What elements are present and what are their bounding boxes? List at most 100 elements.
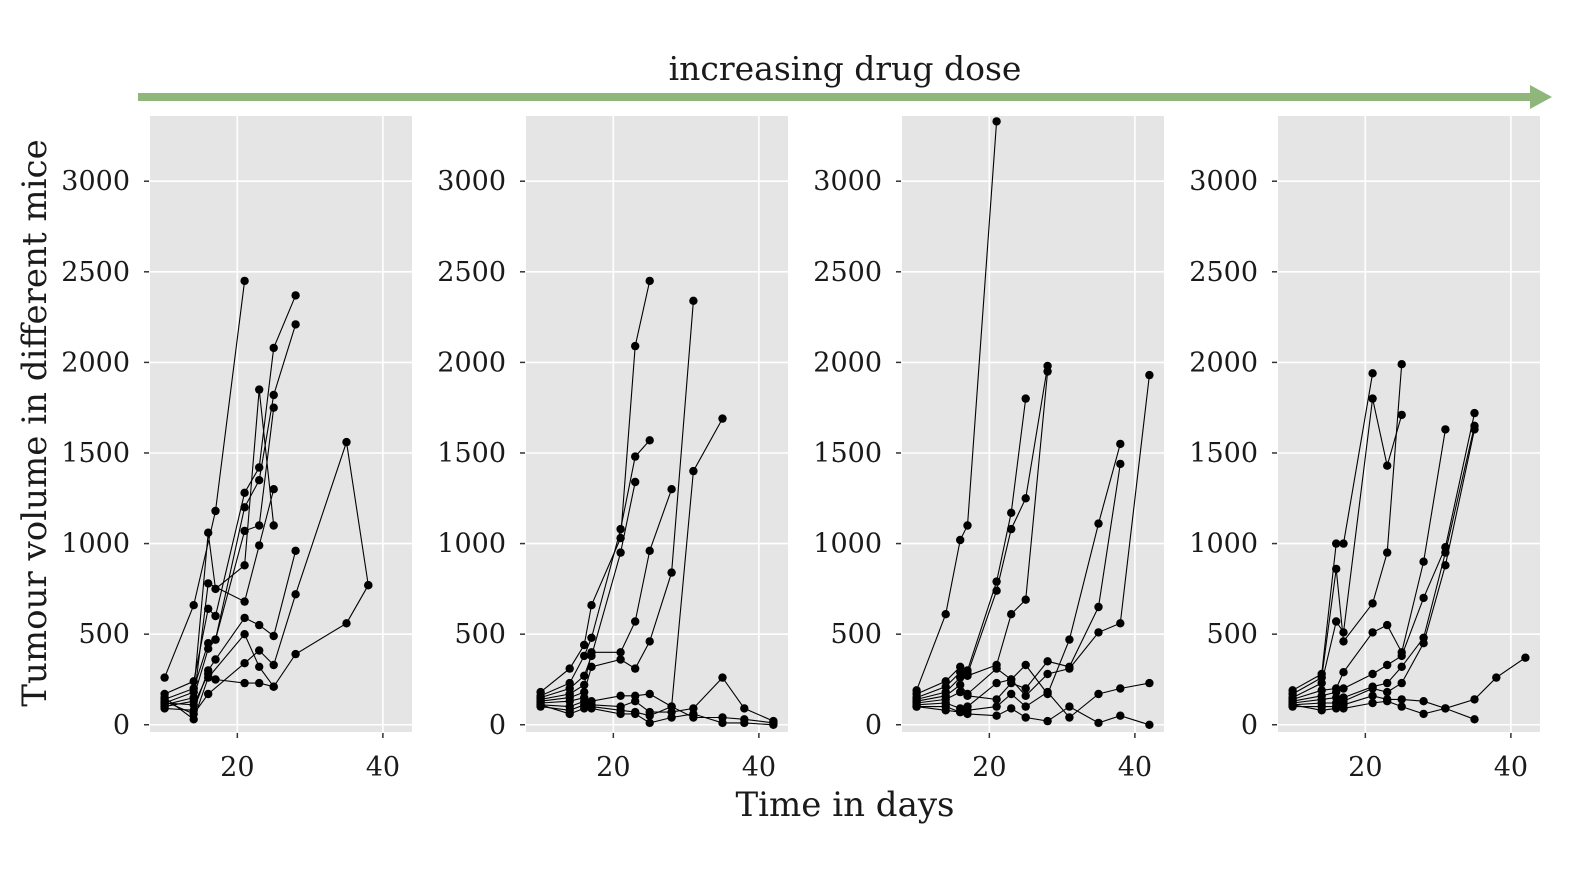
data-point bbox=[1332, 704, 1341, 713]
data-point bbox=[631, 664, 640, 673]
data-point bbox=[718, 673, 727, 682]
data-point bbox=[1492, 673, 1501, 682]
y-tick-label: 500 bbox=[454, 619, 506, 650]
data-point bbox=[1065, 713, 1074, 722]
y-tick-label: 3000 bbox=[61, 166, 130, 197]
x-tick-label: 20 bbox=[596, 752, 630, 783]
y-tick-label: 2500 bbox=[61, 257, 130, 288]
y-tick-label: 2000 bbox=[1189, 347, 1258, 378]
y-tick-label: 2500 bbox=[437, 257, 506, 288]
data-point bbox=[1397, 651, 1406, 661]
data-point bbox=[587, 704, 596, 713]
data-point bbox=[645, 711, 654, 720]
data-point bbox=[1043, 716, 1052, 726]
data-point bbox=[1383, 687, 1392, 697]
data-point bbox=[631, 697, 640, 706]
data-point bbox=[941, 610, 950, 619]
data-point bbox=[1383, 620, 1392, 630]
data-point bbox=[1332, 617, 1341, 626]
data-point bbox=[364, 581, 373, 590]
y-tick-label: 3000 bbox=[813, 166, 882, 197]
data-point bbox=[189, 700, 198, 709]
y-tick-label: 500 bbox=[1206, 619, 1258, 650]
data-point bbox=[1419, 557, 1428, 566]
x-tick-label: 40 bbox=[366, 752, 400, 783]
data-point bbox=[269, 485, 278, 494]
data-point bbox=[616, 709, 625, 719]
data-point bbox=[689, 466, 698, 476]
data-point bbox=[189, 601, 198, 610]
data-point bbox=[992, 664, 1001, 673]
data-point bbox=[211, 611, 220, 621]
data-point bbox=[1043, 687, 1052, 697]
data-point bbox=[269, 682, 278, 691]
data-point bbox=[1007, 508, 1016, 517]
data-point bbox=[992, 695, 1001, 704]
data-point bbox=[740, 704, 749, 713]
data-point bbox=[1021, 595, 1030, 604]
data-point bbox=[1021, 713, 1030, 722]
panel-background bbox=[150, 116, 412, 732]
data-point bbox=[1368, 394, 1377, 403]
data-point bbox=[1419, 593, 1428, 603]
data-point bbox=[204, 689, 213, 699]
data-point bbox=[1145, 678, 1154, 688]
data-point bbox=[941, 706, 950, 715]
data-point bbox=[956, 673, 965, 682]
y-tick-label: 2500 bbox=[813, 257, 882, 288]
data-point bbox=[689, 709, 698, 719]
data-point bbox=[645, 546, 654, 555]
data-point bbox=[580, 704, 589, 713]
data-point bbox=[255, 678, 264, 688]
data-point bbox=[255, 476, 264, 485]
data-point bbox=[240, 597, 249, 606]
data-point bbox=[587, 633, 596, 642]
y-tick-label: 1500 bbox=[813, 438, 882, 469]
data-point bbox=[255, 521, 264, 530]
series-line-5 bbox=[1292, 412, 1476, 702]
data-point bbox=[1007, 610, 1016, 619]
y-tick-label: 1000 bbox=[1189, 529, 1258, 560]
data-point bbox=[1021, 691, 1030, 700]
data-point bbox=[1007, 524, 1016, 534]
data-point bbox=[631, 477, 640, 487]
data-point bbox=[342, 619, 351, 628]
data-point bbox=[255, 541, 264, 550]
data-point bbox=[1145, 370, 1154, 380]
y-tick-label: 1000 bbox=[813, 529, 882, 560]
data-point bbox=[645, 689, 654, 699]
data-point bbox=[587, 662, 596, 671]
data-point bbox=[1470, 425, 1479, 434]
data-point bbox=[1397, 410, 1406, 420]
data-point bbox=[255, 385, 264, 394]
x-axis-title: Time in days bbox=[736, 785, 955, 825]
data-point bbox=[1397, 360, 1406, 369]
data-point bbox=[291, 320, 300, 329]
data-point bbox=[1339, 684, 1348, 693]
data-point bbox=[963, 709, 972, 719]
y-tick-label: 3000 bbox=[437, 166, 506, 197]
panel-background bbox=[526, 116, 788, 732]
data-point bbox=[631, 341, 640, 351]
data-point bbox=[1021, 394, 1030, 403]
data-point bbox=[240, 678, 249, 688]
data-point bbox=[269, 660, 278, 670]
data-point bbox=[667, 702, 676, 711]
data-point bbox=[587, 648, 596, 657]
data-point bbox=[631, 452, 640, 461]
data-point bbox=[211, 584, 220, 594]
data-point bbox=[1116, 459, 1125, 469]
y-tick-label: 1500 bbox=[1189, 438, 1258, 469]
data-point bbox=[240, 561, 249, 570]
panel-1: 0 500 1000 1500 2000 2500 3000 20 40 bbox=[61, 116, 412, 783]
data-point bbox=[992, 117, 1001, 126]
data-point bbox=[956, 680, 965, 690]
data-point bbox=[1007, 704, 1016, 713]
data-point bbox=[1368, 684, 1377, 693]
data-point bbox=[1021, 702, 1030, 711]
data-point bbox=[616, 691, 625, 700]
data-point bbox=[580, 640, 589, 650]
dose-arrow-label: increasing drug dose bbox=[669, 49, 1022, 88]
y-tick-label: 500 bbox=[830, 619, 882, 650]
